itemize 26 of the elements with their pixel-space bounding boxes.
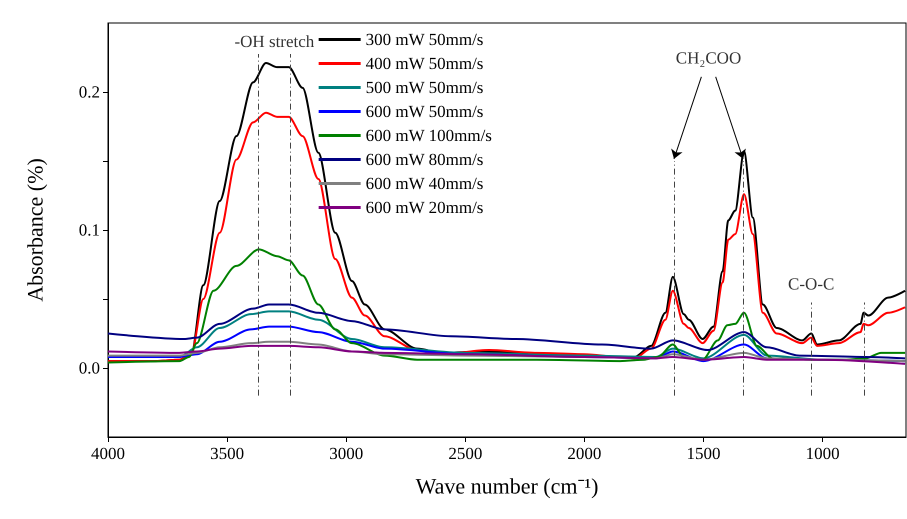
line-series xyxy=(107,304,906,360)
y-tick-label: 0.1 xyxy=(78,220,100,240)
x-tick-label: 3500 xyxy=(210,444,244,463)
legend-label: 600 mW 40mm/s xyxy=(366,174,484,193)
x-tick-label: 3000 xyxy=(329,444,364,463)
y-axis-title: Absorbance (%) xyxy=(22,158,48,302)
legend-label: 600 mW 50mm/s xyxy=(366,102,484,121)
x-tick-label: 2500 xyxy=(448,444,482,463)
y-tick-label: 0.0 xyxy=(78,358,100,378)
annotation: CH₂COO xyxy=(676,48,742,68)
x-tick-label: 1500 xyxy=(686,444,721,463)
line-series xyxy=(107,248,906,364)
legend-label: 600 mW 20mm/s xyxy=(366,198,484,217)
line-series xyxy=(107,344,906,365)
legend-label: 600 mW 80mm/s xyxy=(366,150,484,169)
annotation: -OH stretch xyxy=(234,32,315,52)
x-tick-label: 4000 xyxy=(91,444,125,463)
legend-label: 500 mW 50mm/s xyxy=(366,78,484,97)
x-axis-title: Wave number (cm⁻¹) xyxy=(416,474,598,498)
annotation: C-O-C xyxy=(788,274,834,294)
y-tick-label: 0.2 xyxy=(78,82,100,102)
legend-label: 400 mW 50mm/s xyxy=(366,54,484,73)
x-tick-label: 1000 xyxy=(806,444,840,463)
x-tick-label: 2000 xyxy=(567,444,602,463)
legend-label: 300 mW 50mm/s xyxy=(366,30,484,49)
legend-label: 600 mW 100mm/s xyxy=(366,126,492,145)
